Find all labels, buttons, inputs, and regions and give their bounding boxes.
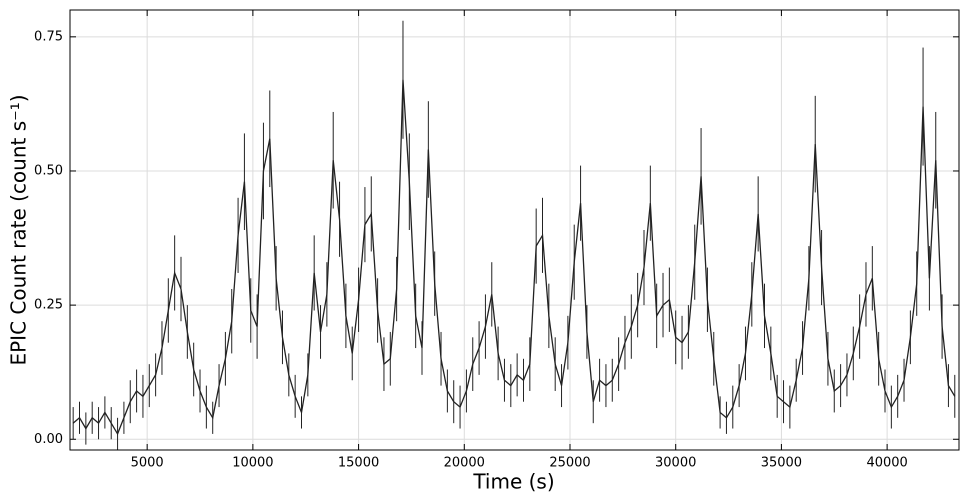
x-tick-label: 30000 [655,456,696,471]
x-tick-label: 40000 [866,456,907,471]
y-tick-label: 0.50 [34,163,63,178]
plot-frame [69,9,960,451]
x-tick-label: 35000 [761,456,802,471]
x-tick-label: 15000 [338,456,379,471]
x-tick-label: 20000 [444,456,485,471]
y-tick-label: 0.00 [34,432,63,447]
light-curve [72,20,956,450]
x-tick-label: 25000 [549,456,590,471]
y-axis-label: EPIC Count rate (count s⁻¹) [7,94,31,365]
x-tick-label: 10000 [232,456,273,471]
y-tick-label: 0.25 [34,298,63,313]
x-tick-label: 5000 [131,456,164,471]
x-axis-label: Time (s) [472,470,554,494]
y-tick-label: 0.75 [34,29,63,44]
count-rate-line [72,79,956,436]
